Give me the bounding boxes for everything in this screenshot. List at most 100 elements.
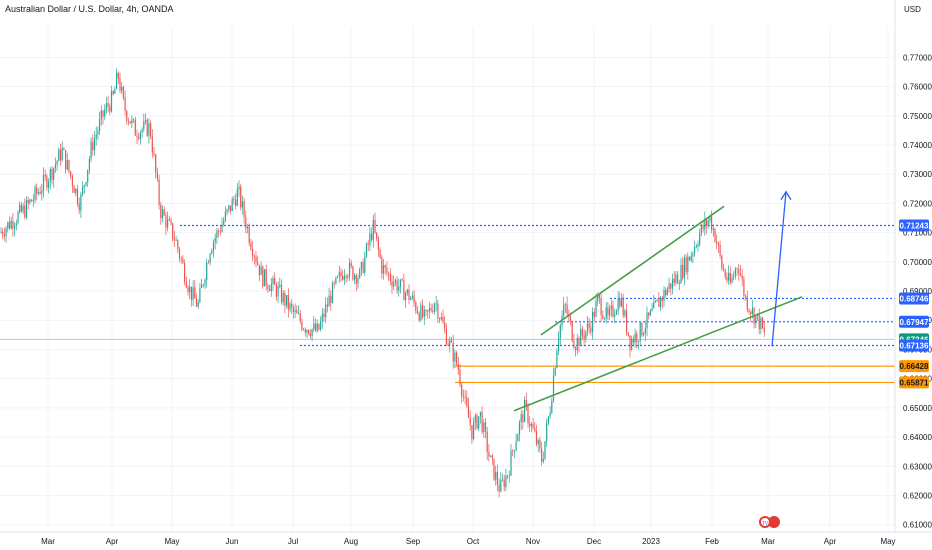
candle-body (537, 440, 539, 445)
candle-body (168, 219, 170, 221)
candle-body (644, 328, 646, 334)
candle-body (296, 310, 298, 314)
candle-body (8, 222, 11, 229)
candle-body (391, 280, 393, 287)
candle-body (493, 458, 495, 480)
candle-body (556, 350, 558, 368)
candle-body (707, 220, 709, 226)
candle-body (263, 269, 266, 287)
candle-body (42, 174, 45, 191)
candle-body (173, 238, 175, 241)
candle-body (211, 251, 213, 254)
candle-body (109, 106, 111, 112)
candle-body (729, 272, 731, 283)
candle-body (614, 314, 616, 317)
candle-body (382, 265, 385, 274)
candle-body (423, 309, 425, 317)
time-axis[interactable]: Mar Apr May Jun Jul Aug Sep Oct Nov Dec 2023 Feb Mar… (0, 531, 932, 546)
candle-body (284, 292, 286, 306)
candle-body (235, 200, 237, 206)
candle-body (151, 136, 153, 153)
candle-body (603, 318, 606, 320)
candle-body (705, 219, 708, 226)
candle-body (413, 295, 415, 303)
candle-body (569, 316, 572, 322)
candle-body (321, 313, 323, 322)
candle-body (70, 171, 72, 177)
candle-body (250, 243, 252, 250)
candle-body (340, 272, 342, 277)
candle-body (274, 277, 276, 285)
x-tick-label: Aug (344, 537, 358, 546)
candle-body (190, 286, 192, 300)
y-tick-label: 0.61000 (903, 521, 932, 530)
candle-body (420, 305, 422, 321)
candle-body (143, 121, 145, 130)
candle-body (738, 268, 740, 274)
x-tick-label: Jul (288, 537, 298, 546)
candle-body (347, 276, 349, 278)
candle-body (580, 328, 582, 346)
candle-body (590, 327, 592, 333)
candle-body (631, 338, 633, 350)
candle-body (620, 298, 623, 307)
candle-body (110, 91, 113, 112)
x-tick-label: Feb (705, 537, 719, 546)
candle-body (624, 310, 626, 316)
candle-body (546, 423, 548, 442)
candle-body (214, 237, 216, 243)
projection-arrow (771, 190, 792, 347)
candle-body (495, 471, 497, 480)
candle-body (454, 352, 456, 362)
candle-body (541, 448, 543, 462)
candle-body (456, 352, 458, 364)
candle-body (37, 192, 39, 194)
candle-body (654, 301, 657, 303)
candle-body (127, 120, 130, 122)
candle-body (95, 134, 97, 139)
candle-body (117, 72, 119, 79)
candle-body (163, 209, 165, 216)
candle-body (206, 262, 208, 280)
candle-body (558, 338, 560, 351)
candle-body (138, 137, 140, 139)
candle-body (607, 307, 609, 316)
candle-body (39, 192, 41, 194)
candle-body (270, 283, 272, 292)
candle-body (194, 287, 196, 299)
candle-body (216, 230, 218, 238)
candle-body (661, 297, 663, 301)
candle-body (513, 450, 515, 452)
candle-body (593, 311, 595, 317)
candle-body (670, 283, 672, 289)
x-tick-label: Mar (41, 537, 55, 546)
candle-body (527, 404, 529, 424)
candle-body (552, 375, 555, 401)
candle-body (595, 301, 597, 317)
candle-body (651, 308, 653, 311)
candle-body (246, 227, 249, 229)
candle-body (750, 311, 752, 314)
candle-body (114, 88, 116, 94)
candle-body (277, 286, 279, 297)
candle-body (29, 199, 31, 203)
candle-body (252, 249, 254, 257)
candle-body (632, 338, 634, 343)
price-axis[interactable]: 0.77000 0.76000 0.75000 0.74000 0.73000 0.720… (894, 0, 932, 532)
candle-body (576, 337, 578, 351)
candle-body (699, 233, 701, 245)
candle-body (287, 295, 289, 310)
candle-body (371, 233, 373, 240)
y-tick-label: 0.64000 (903, 433, 932, 442)
candle-body (724, 270, 726, 278)
y-tick-label: 0.62000 (903, 491, 932, 500)
candle-body (399, 279, 402, 287)
candle-body (116, 72, 118, 89)
candle-body (646, 312, 648, 329)
candle-body (41, 190, 43, 194)
candle-body (209, 253, 211, 263)
candle-body (704, 219, 706, 230)
candle-body (622, 298, 624, 316)
candle-body (518, 422, 521, 435)
